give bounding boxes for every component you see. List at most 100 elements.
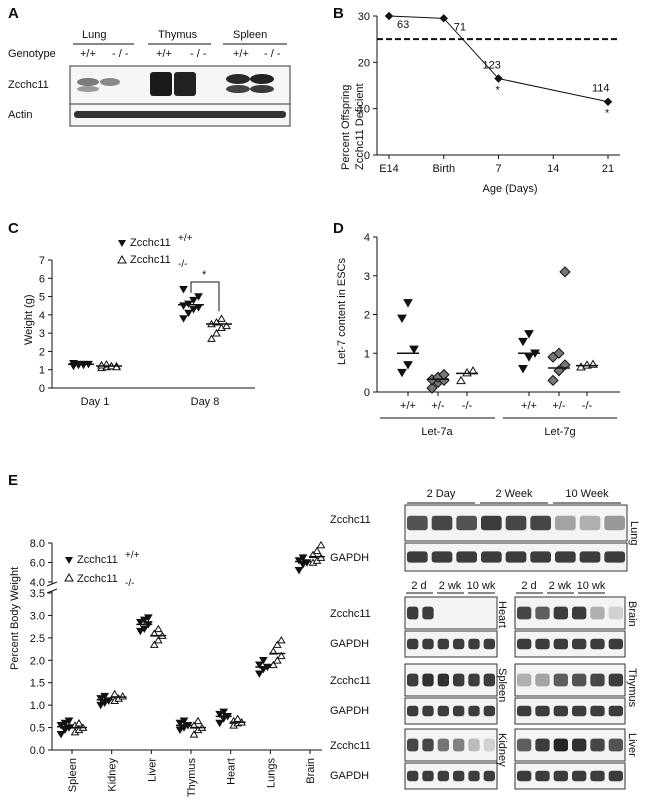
e-point-wt xyxy=(135,618,145,627)
e-category-label: Kidney xyxy=(107,758,119,792)
f-top-time-label: 2 Day xyxy=(427,488,456,500)
f-lung-zcchc11-band xyxy=(579,515,601,531)
c-ytick-label: 1 xyxy=(39,365,45,377)
c-legend-name-wt: Zcchc11 xyxy=(130,237,171,249)
e-point-ko xyxy=(272,640,282,648)
f-right-gapdh-band xyxy=(590,638,605,650)
c-point-wt xyxy=(79,361,88,370)
f-left-zcchc11-band xyxy=(483,606,495,620)
genotype-5: +/+ xyxy=(233,48,249,60)
b-data-point xyxy=(494,74,503,83)
genotype-3: +/+ xyxy=(156,48,172,60)
c-ytick-label: 4 xyxy=(39,310,45,322)
f-left-gapdh-band xyxy=(468,770,480,782)
c-ytick-label: 2 xyxy=(39,346,45,358)
f-lung-gapdh-band xyxy=(579,551,601,563)
e-point-ko xyxy=(276,651,286,660)
b-data-point xyxy=(384,11,394,21)
d-point-het xyxy=(438,368,450,381)
d-point-ko xyxy=(456,375,466,385)
f-right-zcchc11-band xyxy=(553,738,568,752)
e-point-wt xyxy=(179,717,189,725)
f-left-gapdh xyxy=(404,762,498,790)
f-right-gapdh-band xyxy=(590,770,605,782)
c-point-wt xyxy=(179,285,188,294)
d-ytick-label: 1 xyxy=(364,348,370,360)
e-category-label: Lungs xyxy=(265,758,277,788)
e-point-wt xyxy=(135,627,145,636)
d-point-wt xyxy=(397,314,407,323)
e-point-ko xyxy=(189,730,199,738)
c-point-wt xyxy=(194,293,203,301)
f-left-zcchc11-band xyxy=(468,738,480,752)
e-category-label: Brain xyxy=(305,758,317,784)
f-left-zcchc11-band xyxy=(437,606,449,620)
f-right-zcchc11-band xyxy=(572,606,587,620)
b-xtick-label: E14 xyxy=(379,163,399,175)
panel-b: B Percent Offspring Zcchc11 Deficient Ag… xyxy=(333,5,620,195)
d-category-label: +/- xyxy=(431,400,444,412)
e-point-ko xyxy=(312,546,322,555)
b-ytick-label: 0 xyxy=(364,150,370,162)
panel-a: A Lung Thymus Spleen Genotype +/+ - / - … xyxy=(8,5,291,127)
genotype-1: +/+ xyxy=(80,48,96,60)
f-sub-time-label: 2 d xyxy=(411,580,426,592)
c-point-wt xyxy=(189,296,198,305)
f-right-gapdh-band xyxy=(535,638,550,650)
tissue-label-lung: Lung xyxy=(82,29,106,41)
f-top-row-label-gapdh: GAPDH xyxy=(330,552,369,564)
c-point-ko xyxy=(222,321,231,330)
f-left-zcchc11-band xyxy=(422,606,434,620)
f-left-zcchc11-band xyxy=(407,673,419,687)
e-ytick-label-lower: 2.0 xyxy=(30,655,45,667)
d-ytick-label: 4 xyxy=(364,232,370,244)
e-point-ko xyxy=(74,718,84,727)
d-point-wt xyxy=(518,337,528,347)
f-left-gapdh-band xyxy=(407,705,419,717)
panel-d: D Let-7 content in ESCs Let-7a Let-7g 0 1… xyxy=(333,220,620,438)
f-row-label-zcchc11: Zcchc11 xyxy=(330,608,371,620)
b-data-point xyxy=(439,14,448,23)
e-point-ko xyxy=(118,692,128,700)
b-ytick-label: 10 xyxy=(358,104,370,116)
e-point-wt xyxy=(254,670,264,678)
c-legend-sup-wt: +/+ xyxy=(178,233,193,244)
b-point-label: 114 xyxy=(592,83,610,95)
d-point-wt xyxy=(403,299,413,308)
c-legend-name-ko: Zcchc11 xyxy=(130,254,171,266)
f-lung-gapdh-band xyxy=(481,551,502,563)
e-ytick-label-upper: 4.0 xyxy=(30,577,45,589)
f-lung-zcchc11-band xyxy=(456,515,477,531)
f-lung-zcchc11-band xyxy=(431,515,453,531)
e-point-wt xyxy=(294,567,304,575)
c-ytick-label: 5 xyxy=(39,292,45,304)
e-ytick-label-lower: 0.5 xyxy=(30,723,45,735)
panel-label-d: D xyxy=(333,220,344,237)
f-lung-zcchc11-band xyxy=(505,515,527,531)
f-right-zcchc11 xyxy=(514,663,626,697)
c-point-wt xyxy=(179,302,188,310)
e-point-ko xyxy=(110,689,120,698)
row-label-actin: Actin xyxy=(8,109,32,121)
f-left-gapdh-band xyxy=(422,770,434,782)
d-category-label: +/- xyxy=(552,400,565,412)
b-point-label: 123 xyxy=(483,60,501,72)
b-ytick-label: 20 xyxy=(358,57,370,69)
b-xtick-label: 7 xyxy=(495,163,501,175)
f-left-gapdh-band xyxy=(407,770,419,782)
f-tissue-left: Kidney xyxy=(496,733,508,767)
f-right-zcchc11-band xyxy=(590,738,605,752)
e-point-ko xyxy=(276,635,286,644)
f-left-gapdh-band xyxy=(437,638,449,650)
d-ytick-label: 0 xyxy=(364,387,370,399)
f-right-zcchc11-band xyxy=(590,673,605,687)
d-category-label: -/- xyxy=(582,400,593,412)
f-lung-gapdh-band xyxy=(505,551,527,563)
c-legend: Zcchc11 +/+ Zcchc11 -/- xyxy=(117,233,193,270)
e-point-ko xyxy=(153,635,163,644)
panel-label-c: C xyxy=(8,220,19,237)
e-legend-name-wt: Zcchc11 xyxy=(77,554,118,566)
c-point-ko xyxy=(212,329,221,337)
f-left-zcchc11-band xyxy=(422,738,434,752)
b-point-label: 63 xyxy=(397,19,409,31)
